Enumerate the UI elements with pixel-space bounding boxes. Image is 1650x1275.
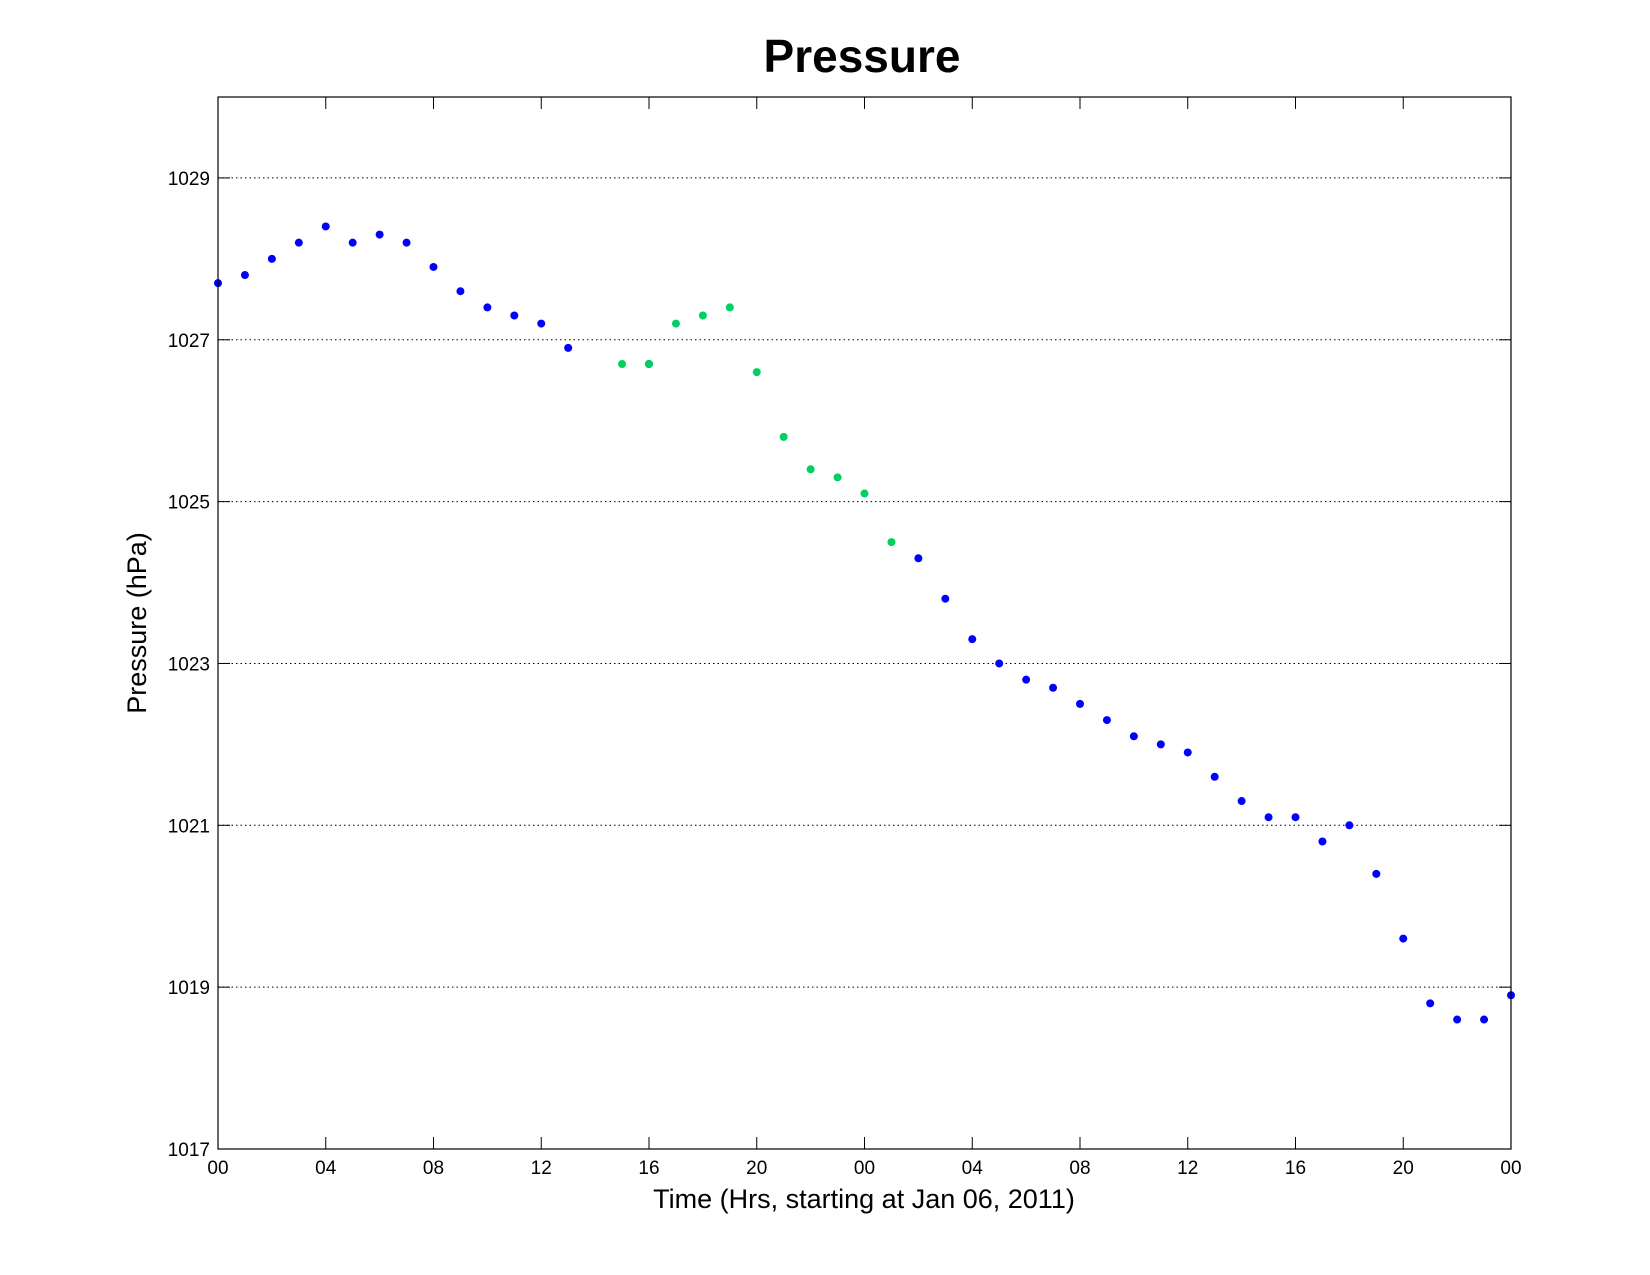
data-point <box>1291 813 1300 822</box>
x-tick-label: 12 <box>1177 1158 1198 1179</box>
x-tick-label: 16 <box>638 1158 659 1179</box>
x-tick-label: 20 <box>1393 1158 1414 1179</box>
x-tick-label: 00 <box>854 1158 875 1179</box>
data-point <box>483 303 492 312</box>
data-point <box>1399 934 1408 943</box>
data-point <box>1156 740 1165 749</box>
data-point <box>941 594 950 603</box>
data-point <box>267 254 276 263</box>
x-axis-label: Time (Hrs, starting at Jan 06, 2011) <box>653 1184 1075 1214</box>
data-point <box>1480 1015 1489 1024</box>
data-point <box>1318 837 1327 846</box>
data-point <box>1426 999 1435 1008</box>
x-tick-label: 00 <box>207 1158 228 1179</box>
data-point <box>1372 869 1381 878</box>
data-point <box>618 360 627 369</box>
data-point <box>348 238 357 247</box>
plot-frame <box>217 96 1512 1150</box>
data-point <box>1049 683 1058 692</box>
data-point <box>698 311 707 320</box>
y-tick-label: 1021 <box>168 816 210 837</box>
y-tick-label: 1023 <box>168 654 210 675</box>
data-points <box>214 222 1515 1024</box>
axis-ticks: 1017 1019 1021 1023 1025 1027 1029 00 04 08 12 16 20… <box>168 97 1522 1179</box>
data-point <box>645 360 653 369</box>
data-point <box>1210 772 1219 781</box>
chart-title: Pressure <box>764 30 961 82</box>
data-point <box>321 222 330 231</box>
data-point <box>1453 1015 1462 1024</box>
x-tick-label: 08 <box>423 1158 444 1179</box>
data-point <box>1129 732 1138 741</box>
data-point <box>995 659 1004 668</box>
data-point <box>1264 813 1273 822</box>
x-tick-label: 04 <box>315 1158 337 1179</box>
data-point <box>833 473 842 482</box>
data-point <box>1022 675 1031 684</box>
data-point <box>1183 748 1192 757</box>
y-tick-label: 1029 <box>168 169 210 190</box>
y-tick-label: 1027 <box>168 331 210 352</box>
data-point <box>1237 797 1246 806</box>
grid-lines <box>218 177 1511 988</box>
data-point <box>564 343 573 352</box>
data-point <box>294 238 303 247</box>
data-point <box>1076 699 1084 708</box>
y-tick-label: 1017 <box>168 1140 210 1161</box>
data-point <box>860 489 869 498</box>
y-axis-label: Pressure (hPa) <box>122 532 152 714</box>
data-point <box>968 635 977 644</box>
y-tick-label: 1019 <box>168 978 210 999</box>
y-tick-label: 1025 <box>168 493 210 514</box>
x-tick-label: 12 <box>531 1158 552 1179</box>
data-point <box>1102 716 1111 725</box>
data-point <box>375 230 384 239</box>
x-tick-label: 16 <box>1285 1158 1306 1179</box>
data-point <box>725 303 734 312</box>
data-point <box>429 262 438 271</box>
data-point <box>456 287 465 296</box>
x-tick-label: 08 <box>1069 1158 1090 1179</box>
data-point <box>537 319 546 328</box>
x-tick-label: 00 <box>1500 1158 1521 1179</box>
data-point <box>887 538 896 547</box>
x-tick-label: 04 <box>962 1158 984 1179</box>
data-point <box>510 311 519 320</box>
data-point <box>671 319 680 328</box>
data-point <box>240 271 249 280</box>
data-point <box>752 368 761 377</box>
data-point <box>914 554 923 563</box>
data-point <box>806 465 815 474</box>
data-point <box>1345 821 1354 830</box>
data-point <box>779 432 788 441</box>
data-point <box>402 238 411 247</box>
x-tick-label: 20 <box>746 1158 767 1179</box>
